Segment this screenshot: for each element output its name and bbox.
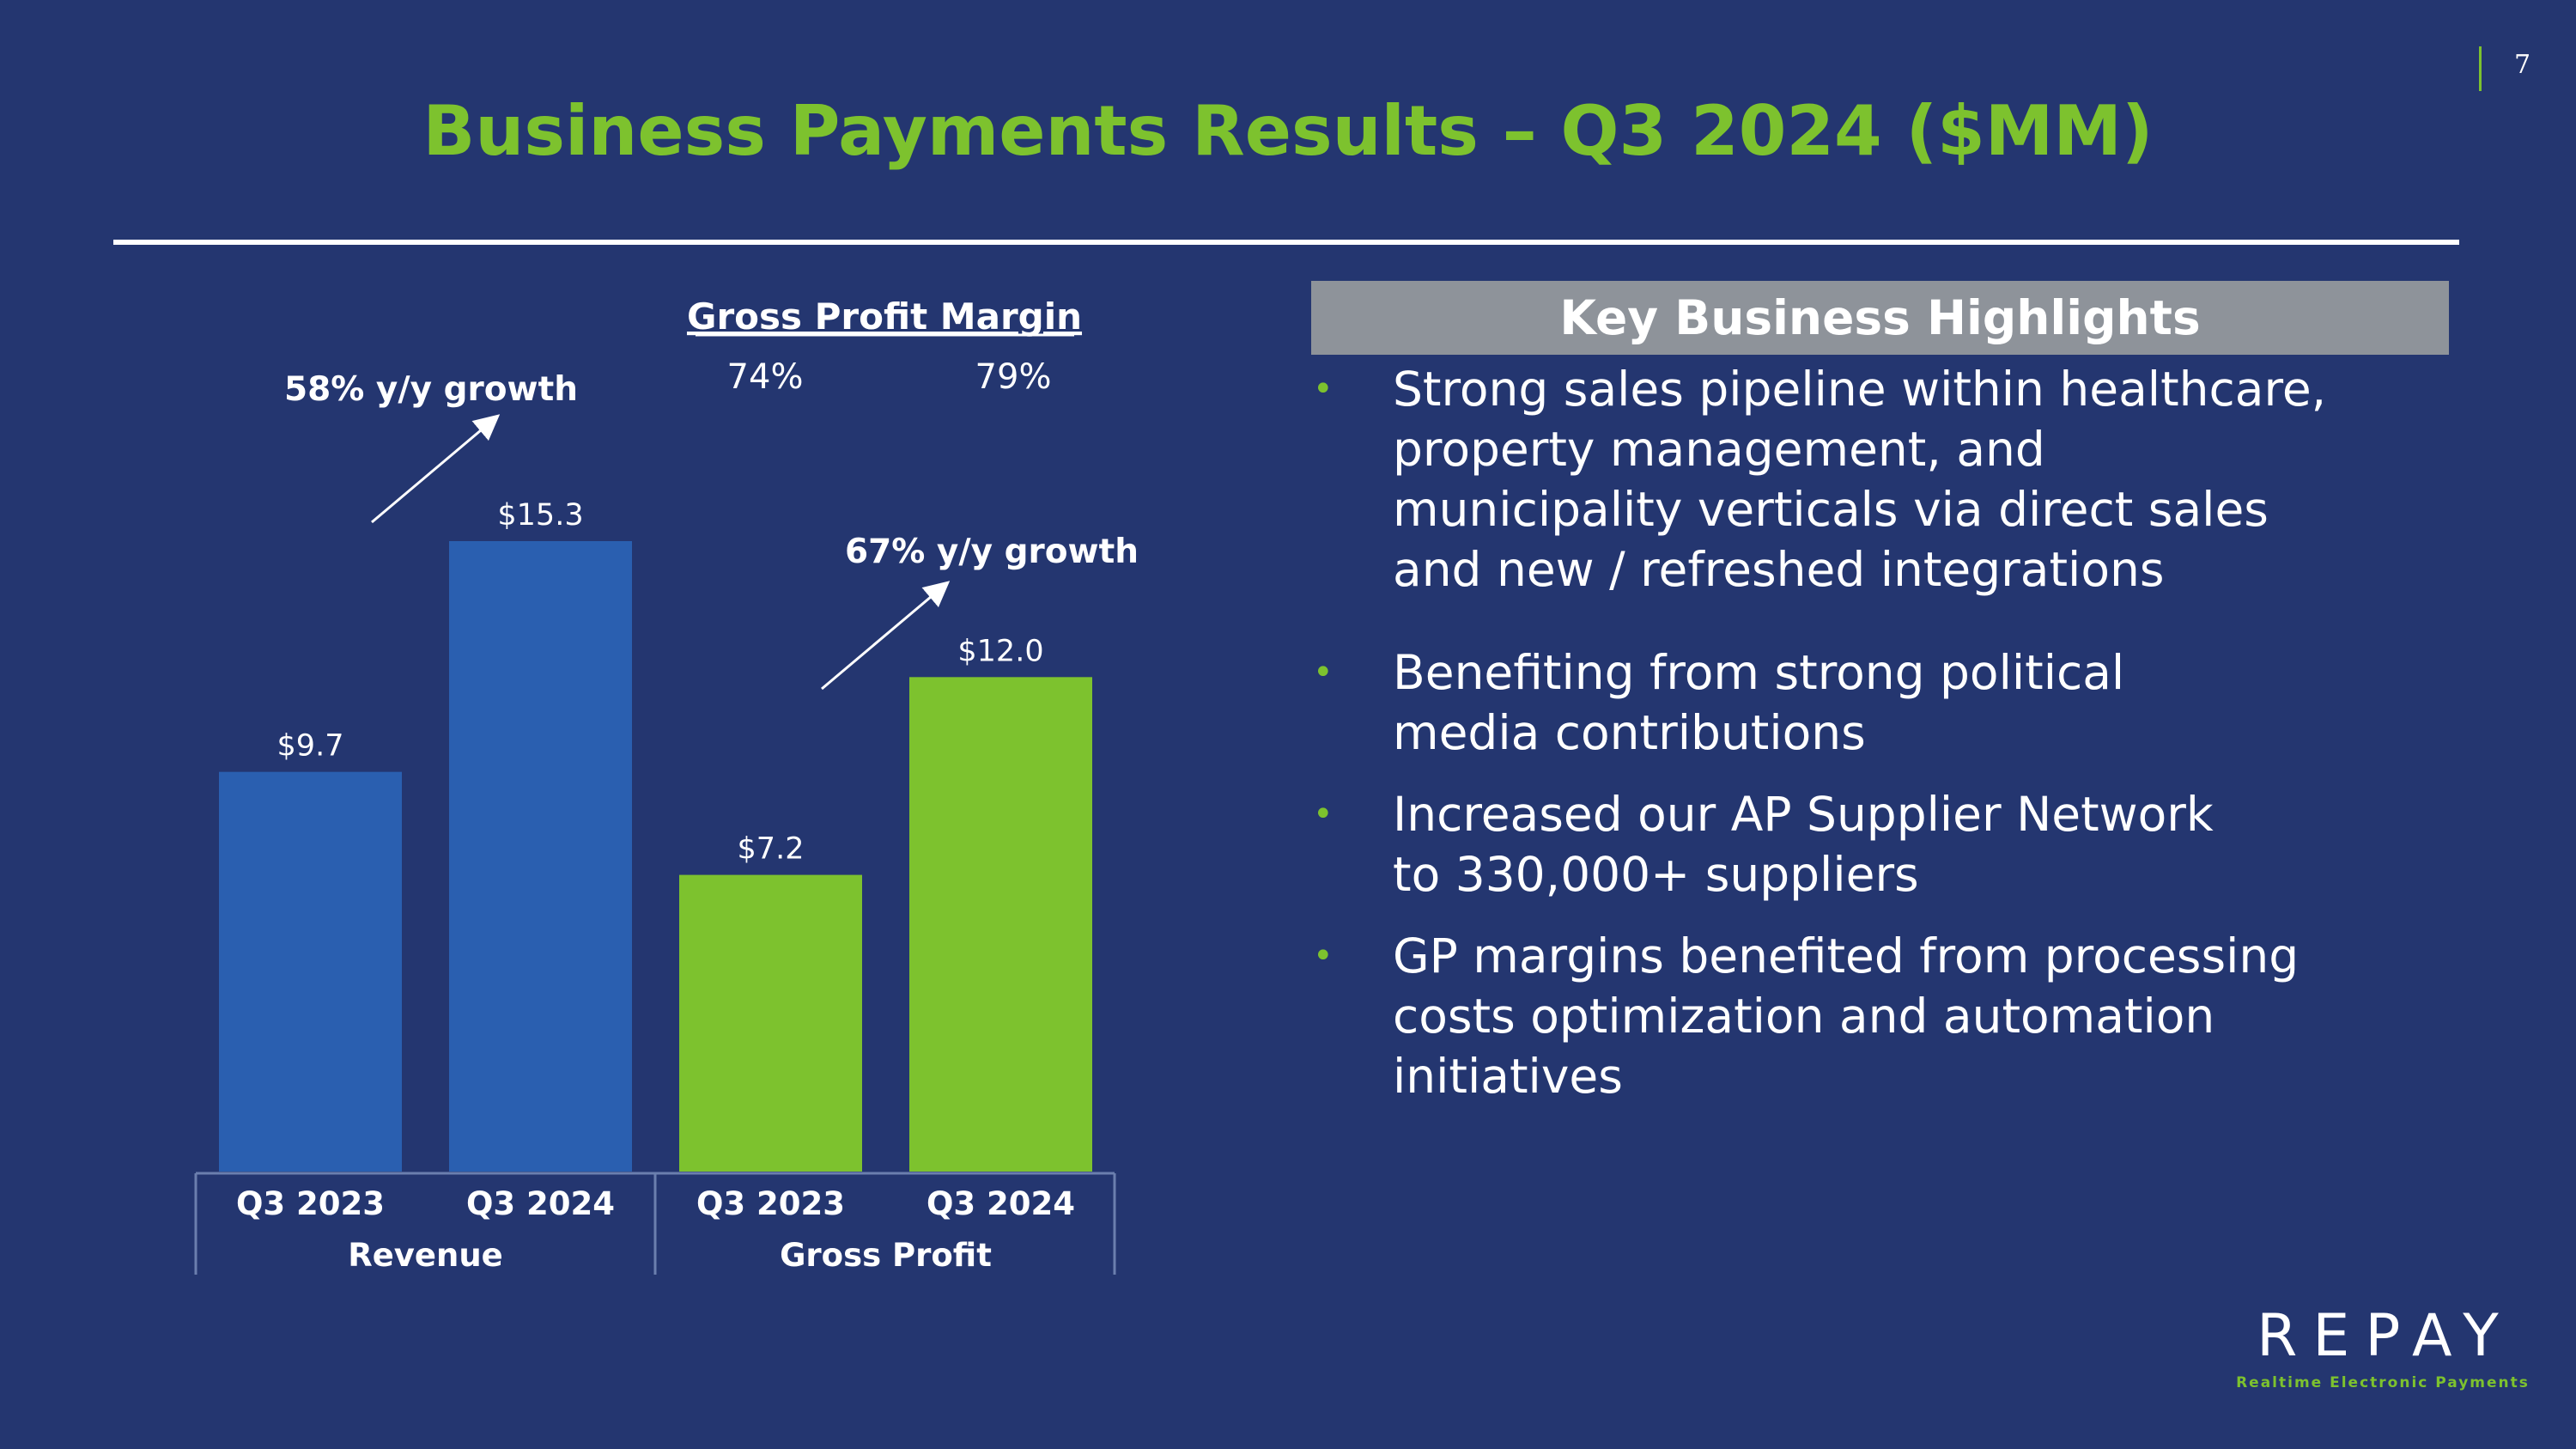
- bullet-icon: •: [1313, 936, 1334, 976]
- highlight-text: media contributions: [1393, 705, 1866, 760]
- highlight-item: • Increased our AP Supplier Network to 330…: [1311, 784, 2513, 904]
- bar-value-label: $12.0: [957, 634, 1043, 668]
- bar-value-label: $15.3: [497, 498, 583, 533]
- bullet-icon: •: [1313, 795, 1334, 834]
- x-tick-label: Q3 2023: [696, 1185, 845, 1222]
- highlights-header: Key Business Highlights: [1311, 281, 2449, 355]
- x-tick-label: Q3 2024: [927, 1185, 1075, 1222]
- growth-arrow: [821, 581, 951, 691]
- x-tick-label: Q3 2023: [236, 1185, 385, 1222]
- bar-value-label: $9.7: [277, 729, 344, 764]
- growth-arrow: [371, 414, 501, 524]
- highlight-text: and new / refreshed integrations: [1393, 542, 2165, 597]
- x-tick-label: Q3 2024: [466, 1185, 615, 1222]
- highlight-text: GP margins benefited from processing: [1393, 928, 2300, 983]
- growth-annotation: 58% y/y growth: [284, 370, 578, 409]
- bullet-icon: •: [1313, 369, 1334, 409]
- highlight-text: to 330,000+ suppliers: [1393, 847, 1919, 902]
- page-number: 7: [2514, 50, 2531, 80]
- gross-profit-bar: [679, 874, 862, 1172]
- revenue-bar: [219, 771, 402, 1172]
- page-number-divider: [2479, 46, 2482, 91]
- highlights-list: • Strong sales pipeline within healthcare…: [1311, 359, 2513, 1106]
- growth-annotation: 67% y/y growth: [845, 533, 1139, 571]
- highlight-text: Increased our AP Supplier Network: [1393, 787, 2214, 842]
- highlight-text: Strong sales pipeline within healthcare,: [1393, 362, 2327, 417]
- repay-logo: REPAY: [2257, 1302, 2514, 1370]
- title-divider: [113, 240, 2459, 245]
- bullet-icon: •: [1313, 653, 1334, 692]
- gross-profit-margin-title: Gross Profit Margin: [687, 295, 1082, 338]
- highlight-text: property management, and: [1393, 422, 2045, 477]
- group-label: Revenue: [348, 1237, 503, 1274]
- revenue-bar: [449, 541, 632, 1172]
- highlight-text: municipality verticals via direct sales: [1393, 482, 2269, 537]
- highlight-text: initiatives: [1393, 1049, 1623, 1104]
- highlight-text: costs optimization and automation: [1393, 989, 2215, 1044]
- group-label: Gross Profit: [780, 1237, 992, 1274]
- bar-chart: $9.7 Q3 2023 $15.3 Q3 2024 $7.2 Q3 2023 $12.0 Q…: [194, 295, 1139, 1275]
- highlight-item: • Strong sales pipeline within healthcare…: [1311, 359, 2513, 600]
- highlight-item: • Benefiting from strong political media c…: [1311, 642, 2513, 763]
- highlight-item: • GP margins benefited from processing cos…: [1311, 926, 2513, 1106]
- highlight-text: Benefiting from strong political: [1393, 645, 2125, 700]
- logo-tagline: Realtime Electronic Payments: [2236, 1374, 2530, 1391]
- gross-profit-margin-value: 79%: [975, 357, 1052, 397]
- gross-profit-margin-value: 74%: [727, 357, 804, 397]
- gross-profit-bar: [909, 677, 1092, 1172]
- slide-title: Business Payments Results – Q3 2024 ($MM…: [422, 91, 2154, 171]
- bar-value-label: $7.2: [738, 832, 805, 867]
